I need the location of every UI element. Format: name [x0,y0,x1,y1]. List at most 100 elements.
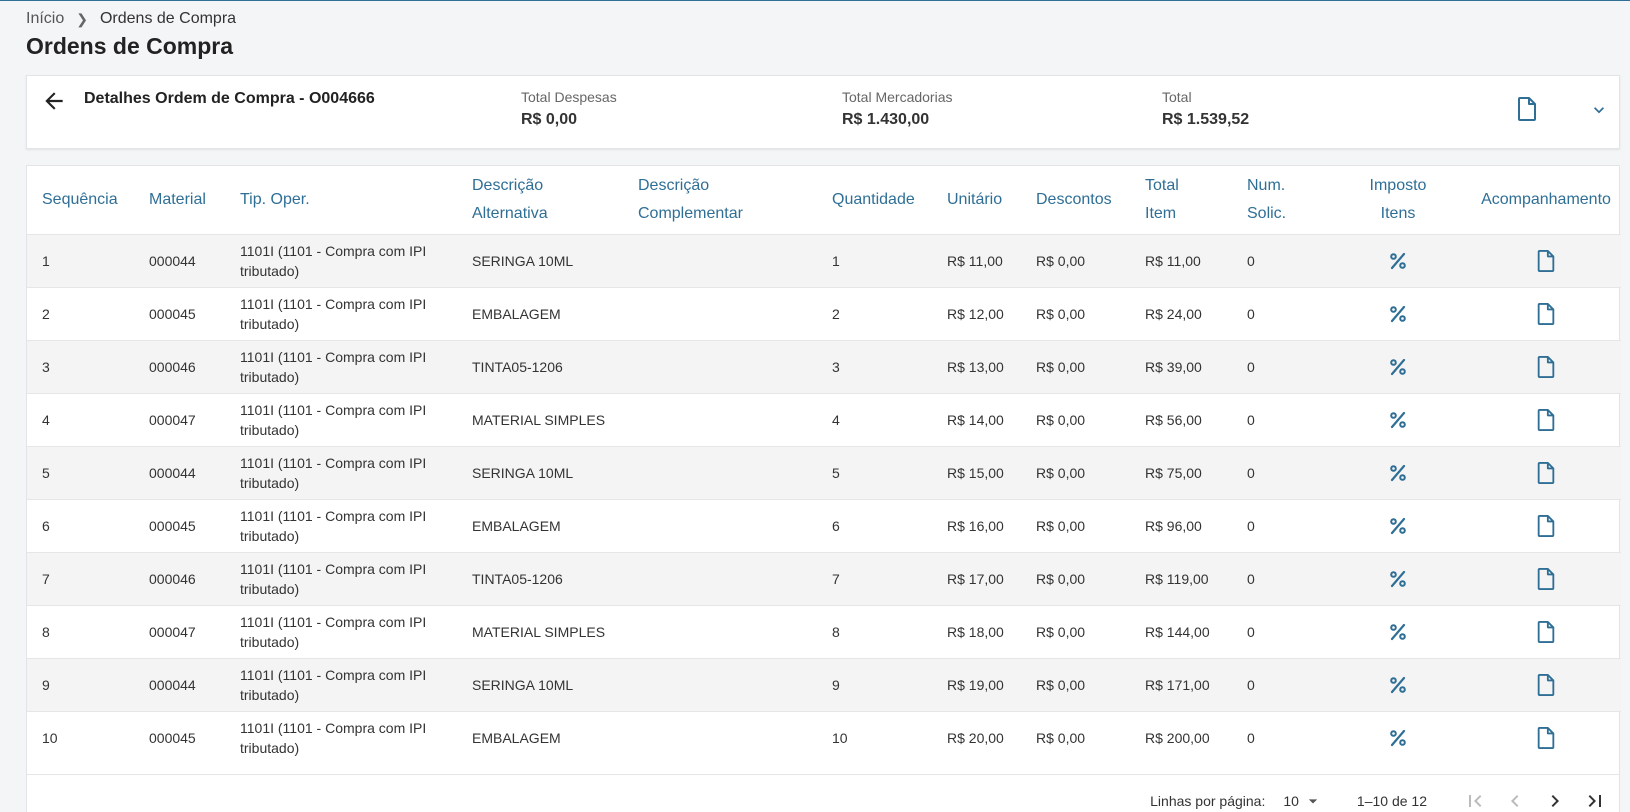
first-page-icon[interactable] [1455,781,1495,812]
percent-icon[interactable] [1386,514,1410,538]
table-row[interactable]: 5 000044 1101I (1101 - Compra com IPI trib… [27,446,1621,499]
cell-imposto-itens [1325,499,1471,552]
cell-descricao-complementar [623,605,817,658]
previous-page-icon[interactable] [1495,781,1535,812]
header-descricao-complementar[interactable]: Descrição Complementar [623,166,817,234]
percent-icon[interactable] [1386,355,1410,379]
table-row[interactable]: 9 000044 1101I (1101 - Compra com IPI trib… [27,658,1621,711]
cell-descricao-alternativa: TINTA05-1206 [472,358,563,375]
header-unitario[interactable]: Unitário [947,190,1003,208]
cell-sequencia: 6 [42,517,50,534]
cell-total-item: R$ 96,00 [1145,517,1202,534]
items-table-card: Sequência Material Tip. Oper. Descrição A… [26,165,1621,812]
header-total-item-line2: Item [1145,204,1177,222]
table-row[interactable]: 10 000045 1101I (1101 - Compra com IPI tri… [27,711,1621,764]
header-descricao-complementar-line1: Descrição [638,176,710,194]
header-material[interactable]: Material [149,190,206,208]
percent-icon[interactable] [1386,461,1410,485]
pagination-range: 1–10 de 12 [1356,792,1427,809]
cell-descontos: R$ 0,00 [1036,729,1086,746]
table-row[interactable]: 1 000044 1101I (1101 - Compra com IPI trib… [27,234,1621,287]
header-descricao-alternativa-line1: Descrição [472,176,544,194]
cell-imposto-itens [1325,393,1471,446]
header-sequencia[interactable]: Sequência [42,190,118,208]
cell-tip-oper: 1101I (1101 - Compra com IPI tributado) [240,348,427,385]
header-descontos[interactable]: Descontos [1036,190,1112,208]
cell-descontos: R$ 0,00 [1036,676,1086,693]
document-icon[interactable] [1534,726,1558,750]
document-icon[interactable] [1534,408,1558,432]
table-row[interactable]: 8 000047 1101I (1101 - Compra com IPI trib… [27,605,1621,658]
percent-icon[interactable] [1386,567,1410,591]
cell-descricao-complementar [623,340,817,393]
cell-tip-oper: 1101I (1101 - Compra com IPI tributado) [240,242,427,279]
table-row[interactable]: 3 000046 1101I (1101 - Compra com IPI trib… [27,340,1621,393]
cell-sequencia: 5 [42,464,50,481]
cell-material: 000045 [149,305,196,322]
cell-quantidade: 5 [832,464,840,481]
cell-unitario: R$ 12,00 [947,305,1004,322]
rows-per-page-select[interactable]: 10 [1283,791,1323,811]
cell-material: 000045 [149,517,196,534]
cell-total-item: R$ 24,00 [1145,305,1202,322]
cell-acompanhamento [1471,499,1621,552]
header-acompanhamento[interactable]: Acompanhamento [1481,190,1611,208]
table-row[interactable]: 4 000047 1101I (1101 - Compra com IPI trib… [27,393,1621,446]
chevron-down-icon[interactable] [1589,100,1609,120]
document-icon[interactable] [1534,249,1558,273]
header-imposto-itens[interactable]: Imposto Itens [1325,166,1471,234]
cell-descricao-alternativa: SERINGA 10ML [472,464,574,481]
header-tip-oper[interactable]: Tip. Oper. [240,190,310,208]
header-imposto-itens-line1: Imposto [1369,176,1427,194]
total-value: R$ 1.539,52 [1162,111,1250,128]
cell-descontos: R$ 0,00 [1036,570,1086,587]
table-row[interactable]: 7 000046 1101I (1101 - Compra com IPI trib… [27,552,1621,605]
header-descricao-complementar-line2: Complementar [638,204,743,222]
cell-quantidade: 9 [832,676,840,693]
cell-unitario: R$ 15,00 [947,464,1004,481]
percent-icon[interactable] [1386,249,1410,273]
document-icon[interactable] [1534,302,1558,326]
document-icon[interactable] [1534,355,1558,379]
cell-acompanhamento [1471,605,1621,658]
cell-material: 000046 [149,570,196,587]
last-page-icon[interactable] [1575,781,1615,812]
percent-icon[interactable] [1386,620,1410,644]
percent-icon[interactable] [1386,302,1410,326]
cell-descontos: R$ 0,00 [1036,305,1086,322]
cell-descricao-complementar [623,552,817,605]
cell-unitario: R$ 19,00 [947,676,1004,693]
cell-tip-oper: 1101I (1101 - Compra com IPI tributado) [240,507,427,544]
document-icon[interactable] [1534,620,1558,644]
document-icon[interactable] [1534,514,1558,538]
document-icon[interactable] [1515,96,1539,122]
page-title: Ordens de Compra [26,33,234,59]
table-row[interactable]: 6 000045 1101I (1101 - Compra com IPI trib… [27,499,1621,552]
arrow-left-icon[interactable] [41,88,67,114]
header-num-solic[interactable]: Num. Solic. [1232,166,1325,234]
table-row[interactable]: 2 000045 1101I (1101 - Compra com IPI trib… [27,287,1621,340]
document-icon[interactable] [1534,673,1558,697]
cell-descricao-complementar [623,234,817,287]
percent-icon[interactable] [1386,408,1410,432]
next-page-icon[interactable] [1535,781,1575,812]
cell-descricao-alternativa: SERINGA 10ML [472,252,574,269]
percent-icon[interactable] [1386,673,1410,697]
cell-material: 000044 [149,676,196,693]
percent-icon[interactable] [1386,726,1410,750]
header-total-item[interactable]: Total Item [1130,166,1232,234]
cell-quantidade: 2 [832,305,840,322]
cell-num-solic: 0 [1247,676,1255,693]
breadcrumb-home[interactable]: Início [26,10,65,27]
cell-tip-oper: 1101I (1101 - Compra com IPI tributado) [240,295,427,332]
cell-material: 000046 [149,358,196,375]
header-descricao-alternativa[interactable]: Descrição Alternativa [457,166,623,234]
cell-num-solic: 0 [1247,252,1255,269]
cell-acompanhamento [1471,658,1621,711]
header-quantidade[interactable]: Quantidade [832,190,915,208]
cell-descricao-complementar [623,711,817,764]
document-icon[interactable] [1534,461,1558,485]
document-icon[interactable] [1534,567,1558,591]
cell-descontos: R$ 0,00 [1036,411,1086,428]
cell-num-solic: 0 [1247,358,1255,375]
